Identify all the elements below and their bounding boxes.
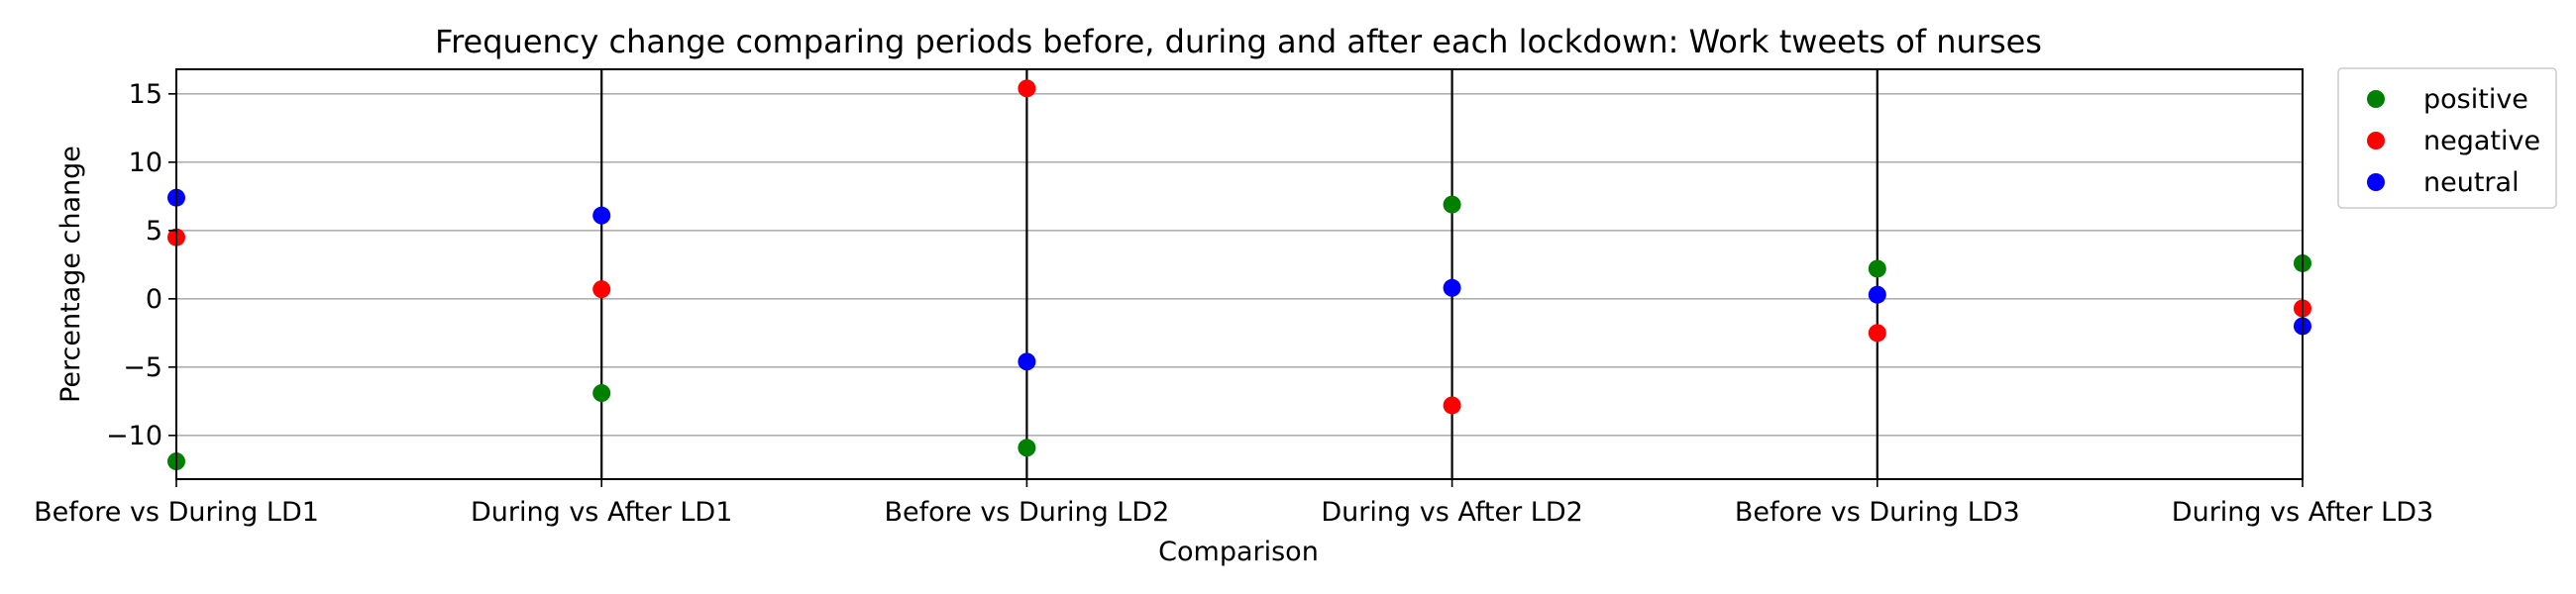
point-positive xyxy=(592,384,611,403)
y-tick-label: 5 xyxy=(146,216,162,247)
comparison-divider-lines xyxy=(600,69,1878,479)
x-tick-label: During vs After LD3 xyxy=(2172,497,2433,528)
point-negative xyxy=(1868,324,1886,343)
legend-label-neutral: neutral xyxy=(2423,167,2520,198)
y-axis-label: Percentage change xyxy=(55,146,86,403)
x-tick-label: During vs After LD2 xyxy=(1321,497,1582,528)
point-positive xyxy=(1868,259,1886,278)
x-axis-ticks: Before vs During LD1 During vs After LD1 B… xyxy=(34,479,2433,528)
point-negative xyxy=(592,280,611,299)
x-tick-label: Before vs During LD3 xyxy=(1735,497,2020,528)
y-axis-ticks: −10 −5 0 5 10 15 xyxy=(106,79,176,451)
legend-box xyxy=(2337,67,2557,209)
data-points xyxy=(167,79,2311,471)
chart-title: Frequency change comparing periods befor… xyxy=(435,23,2042,60)
y-tick-label: 10 xyxy=(129,148,162,178)
legend-marker-neutral xyxy=(2367,173,2385,191)
y-tick-label: −10 xyxy=(106,421,162,451)
point-neutral xyxy=(1443,278,1461,297)
point-neutral xyxy=(1868,285,1886,304)
legend-marker-positive xyxy=(2367,90,2385,108)
x-tick-label: Before vs During LD1 xyxy=(34,497,319,528)
grid-lines xyxy=(176,93,2303,437)
legend-marker-negative xyxy=(2367,132,2385,149)
point-neutral xyxy=(1018,352,1036,371)
plot-area-frame xyxy=(175,68,2304,480)
point-neutral xyxy=(592,206,611,225)
point-positive xyxy=(1443,195,1461,214)
x-axis-label: Comparison xyxy=(1158,537,1319,567)
y-tick-label: 0 xyxy=(146,284,162,315)
y-tick-label: −5 xyxy=(123,352,162,383)
y-tick-label: 15 xyxy=(129,79,162,110)
x-tick-label: Before vs During LD2 xyxy=(884,497,1169,528)
point-negative xyxy=(1018,79,1036,98)
x-tick-label: During vs After LD1 xyxy=(471,497,732,528)
point-positive xyxy=(1018,439,1036,457)
legend-label-positive: positive xyxy=(2423,84,2528,115)
point-negative xyxy=(1443,396,1461,415)
legend-label-negative: negative xyxy=(2423,126,2540,156)
legend: positive negative neutral xyxy=(2337,67,2557,209)
